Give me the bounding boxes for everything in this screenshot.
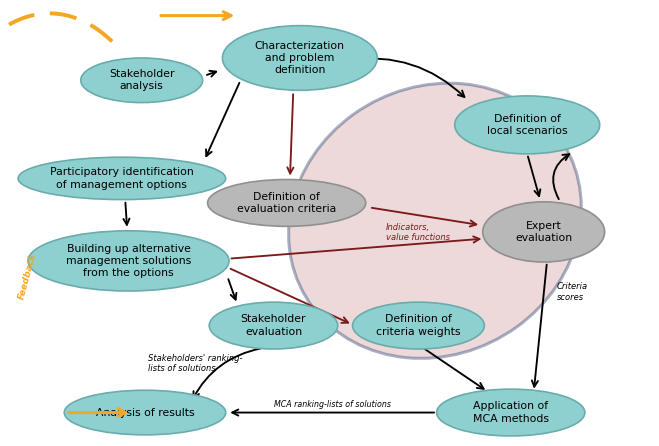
Ellipse shape (437, 389, 585, 436)
Text: Application of
MCA methods: Application of MCA methods (473, 401, 549, 424)
Ellipse shape (65, 390, 225, 435)
Text: Indicators,
value functions: Indicators, value functions (386, 223, 449, 242)
Text: Characterization
and problem
definition: Characterization and problem definition (255, 41, 345, 75)
Text: Expert
evaluation: Expert evaluation (515, 221, 572, 243)
Ellipse shape (208, 179, 366, 227)
Ellipse shape (81, 58, 203, 103)
Ellipse shape (210, 302, 338, 349)
Ellipse shape (455, 96, 600, 154)
Ellipse shape (223, 26, 378, 90)
Text: Analysis of results: Analysis of results (96, 408, 194, 417)
Text: Criteria
scores: Criteria scores (557, 282, 588, 302)
Text: Stakeholders' ranking-
lists of solutions: Stakeholders' ranking- lists of solution… (148, 354, 243, 373)
Text: Stakeholder
evaluation: Stakeholder evaluation (241, 314, 306, 337)
Ellipse shape (289, 83, 581, 359)
Text: Participatory identification
of management options: Participatory identification of manageme… (50, 167, 194, 190)
Text: MCA ranking-lists of solutions: MCA ranking-lists of solutions (274, 401, 391, 409)
Ellipse shape (482, 202, 605, 262)
Text: Stakeholder
analysis: Stakeholder analysis (109, 69, 175, 91)
Text: Feedback: Feedback (17, 252, 38, 301)
Ellipse shape (353, 302, 484, 349)
Ellipse shape (28, 231, 229, 291)
Text: Definition of
criteria weights: Definition of criteria weights (376, 314, 461, 337)
Text: Definition of
local scenarios: Definition of local scenarios (487, 114, 567, 136)
Text: Definition of
evaluation criteria: Definition of evaluation criteria (237, 192, 336, 214)
Ellipse shape (18, 157, 225, 200)
Text: Building up alternative
management solutions
from the options: Building up alternative management solut… (66, 244, 191, 278)
